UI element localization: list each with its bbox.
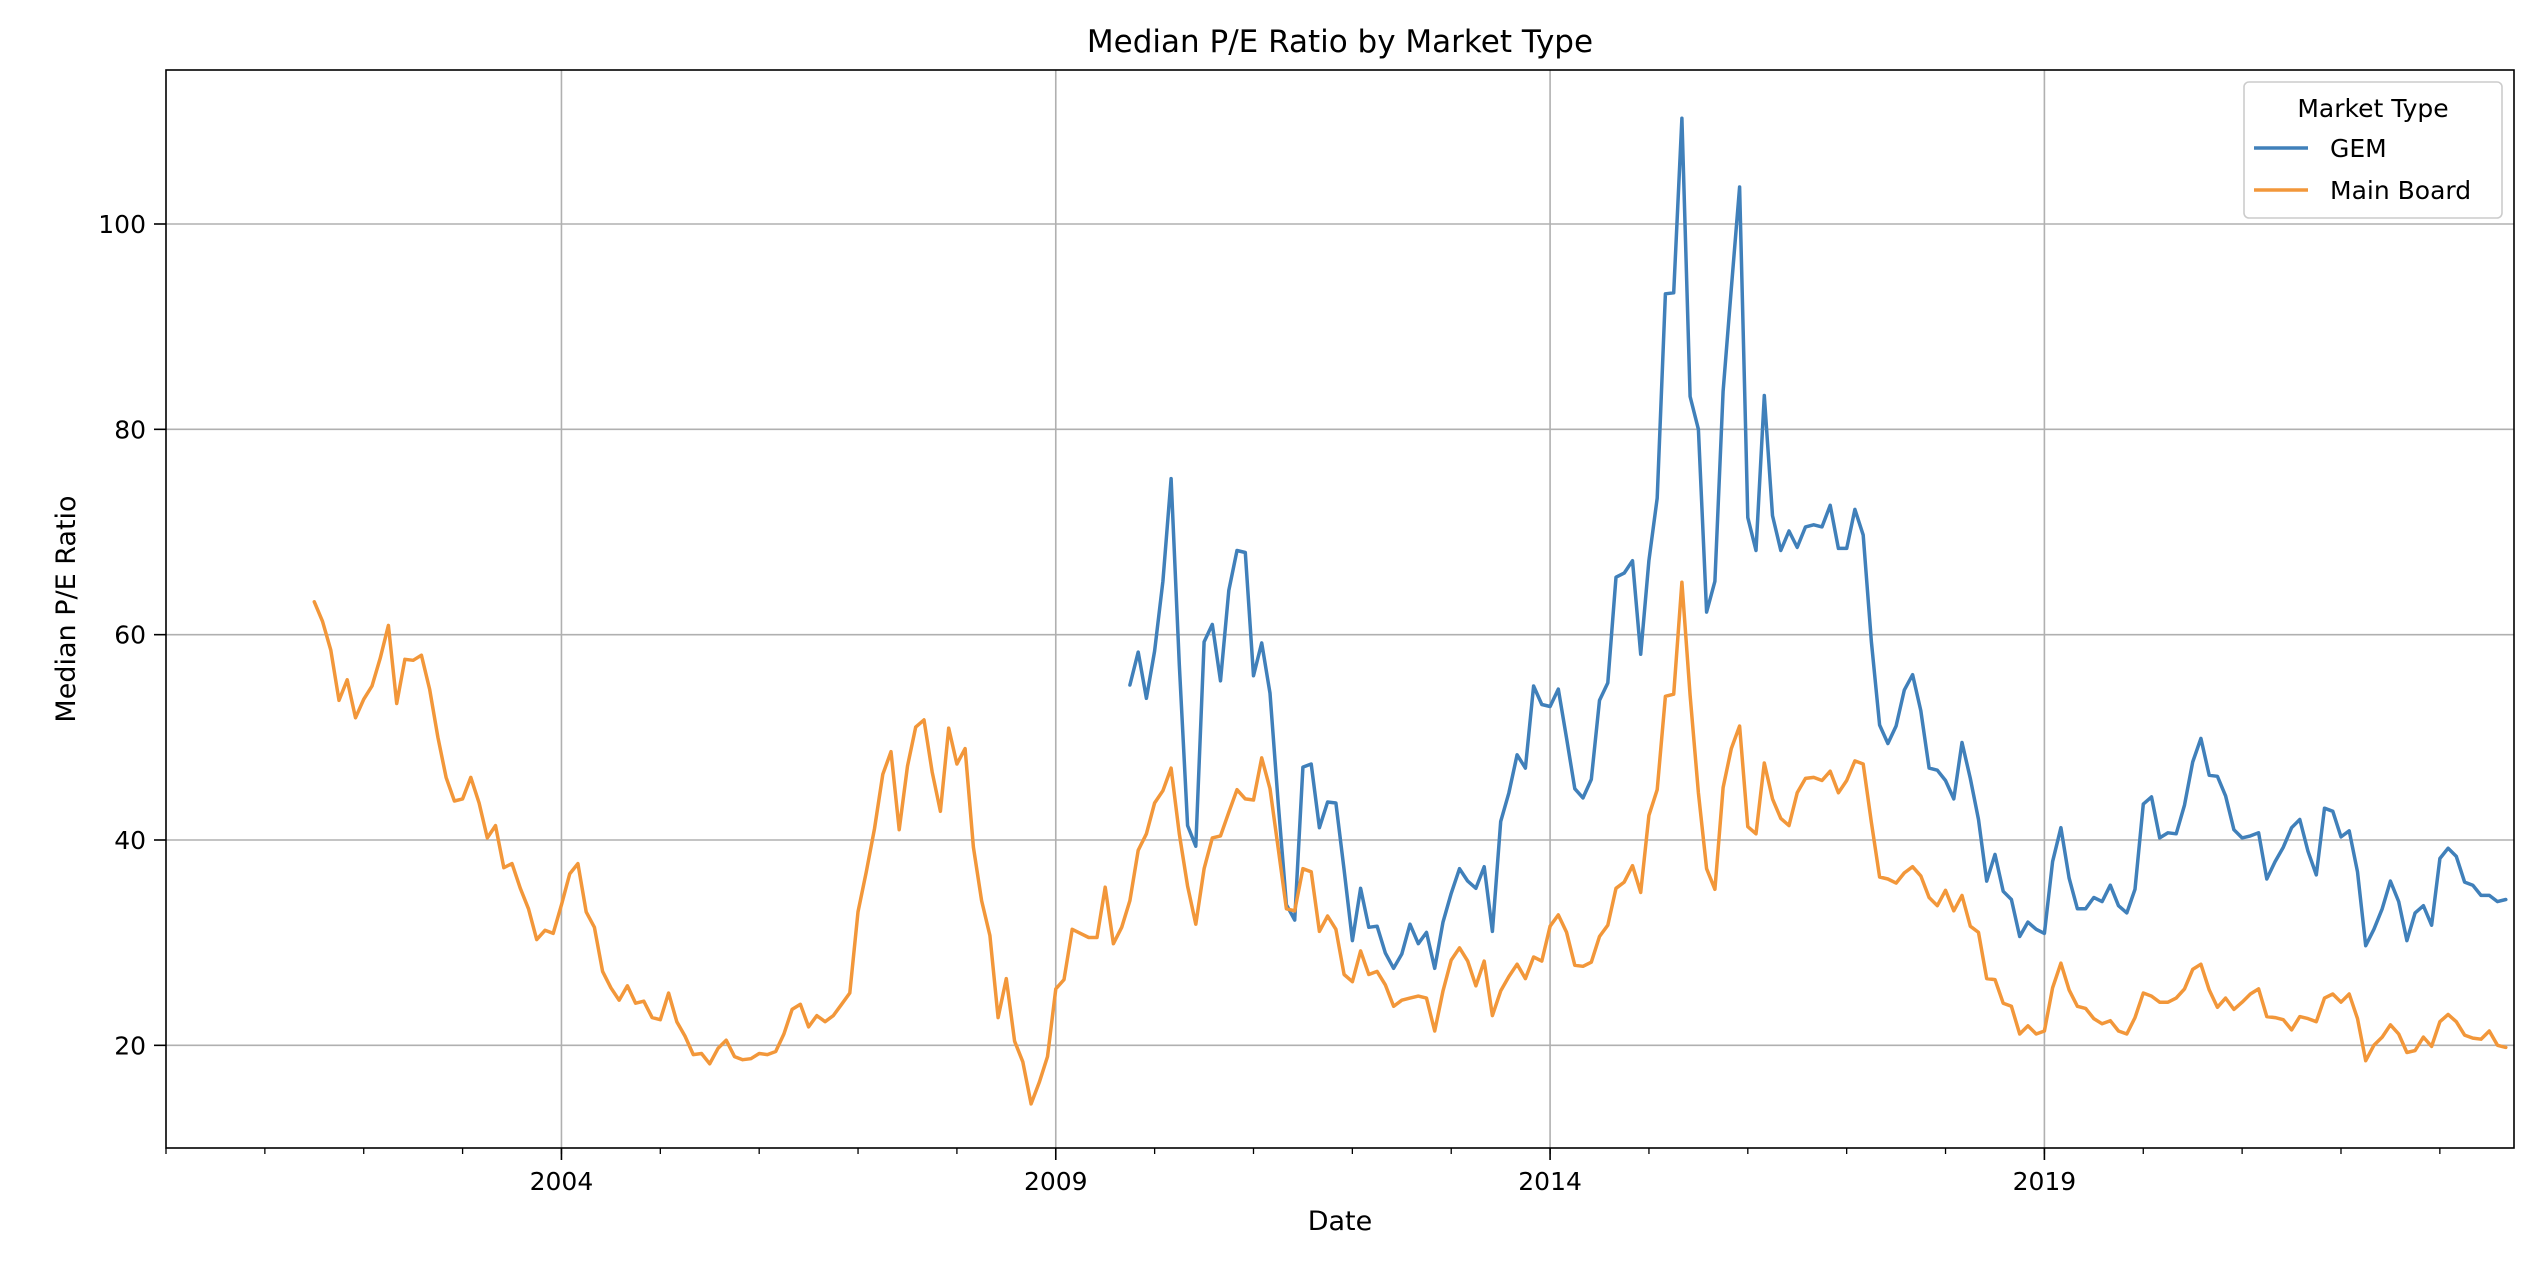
y-tick-label: 60 — [114, 621, 146, 650]
series-lines — [312, 116, 2508, 1106]
legend-title: Market Type — [2297, 94, 2448, 123]
series-line-gem — [1128, 116, 2508, 971]
series-line-main-board — [312, 580, 2508, 1106]
legend-box — [2243, 81, 2503, 219]
plot-frame — [165, 69, 2515, 1149]
y-tick-label: 20 — [114, 1031, 146, 1060]
x-tick-label: 2014 — [1518, 1167, 1582, 1196]
chart-title: Median P/E Ratio by Market Type — [1087, 24, 1593, 60]
y-axis-ticks: 20 40 60 80 100 — [98, 210, 166, 1060]
legend-label-main-board: Main Board — [2330, 176, 2471, 205]
legend-label-gem: GEM — [2330, 134, 2387, 163]
y-axis-label: Median P/E Ratio — [51, 495, 82, 722]
x-axis-label: Date — [1308, 1206, 1373, 1237]
x-tick-label: 2019 — [2013, 1167, 2077, 1196]
x-tick-label: 2004 — [530, 1167, 594, 1196]
x-axis-ticks: 2004 2009 2014 2019 — [165, 1148, 2441, 1196]
y-tick-label: 40 — [114, 826, 146, 855]
legend: Market Type GEM Main Board — [2243, 81, 2503, 219]
x-tick-label: 2009 — [1024, 1167, 1088, 1196]
y-tick-label: 100 — [98, 210, 146, 239]
y-tick-label: 80 — [114, 415, 146, 444]
